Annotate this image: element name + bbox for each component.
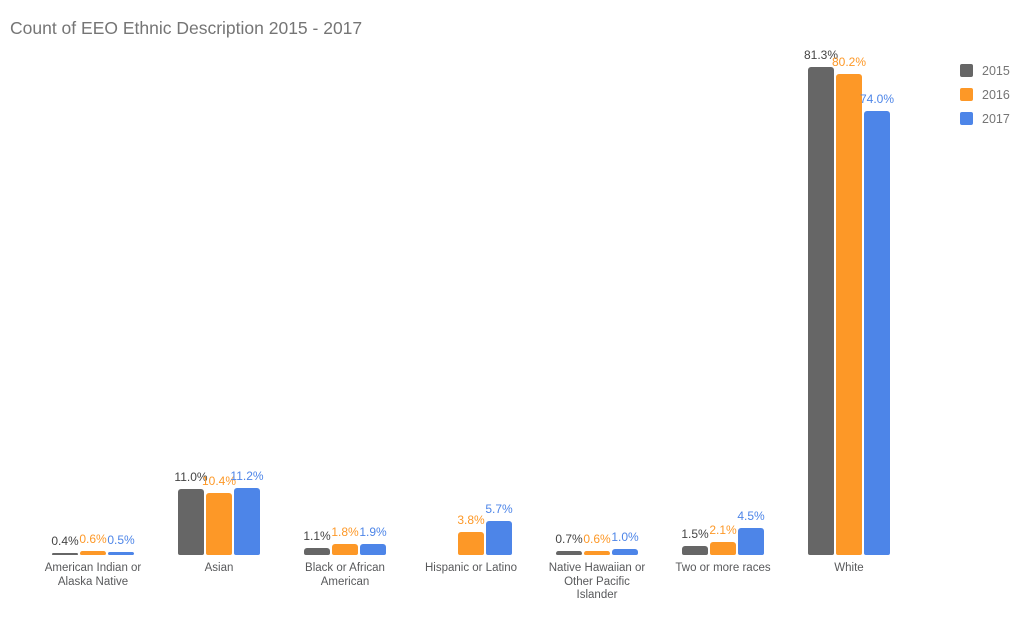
- legend-label: 2016: [982, 87, 1010, 102]
- value-label-2017: 1.0%: [611, 530, 639, 544]
- bar-2015[interactable]: [178, 489, 204, 555]
- plot-area: 0.4% 0.6% 0.5% American Indian or Alaska Na…: [30, 40, 912, 601]
- value-label-2017: 5.7%: [485, 501, 513, 516]
- bar-2015[interactable]: [52, 552, 78, 555]
- value-label-2015: 11.0%: [174, 470, 208, 484]
- value-label-2017: 0.5%: [107, 533, 135, 547]
- bar-2015[interactable]: [808, 67, 834, 555]
- value-label-2016: 10.4%: [201, 473, 237, 488]
- legend-swatch-icon: [960, 112, 973, 125]
- value-label-2017: 1.9%: [359, 524, 387, 539]
- legend-item-2015[interactable]: 2015: [960, 63, 1010, 78]
- legend-swatch-icon: [960, 64, 973, 77]
- bar-2017[interactable]: [738, 528, 764, 555]
- value-label-2015: 0.7%: [555, 531, 583, 546]
- value-label-2017: 11.2%: [230, 468, 264, 483]
- value-label-2016: 0.6%: [583, 532, 611, 547]
- bar-2015[interactable]: [682, 546, 708, 555]
- value-label-2016: 3.8%: [457, 513, 485, 528]
- value-label-2015: 81.3%: [803, 48, 839, 63]
- value-label-2016: 0.6%: [79, 532, 107, 547]
- bar-2017[interactable]: [360, 543, 386, 555]
- bar-2016[interactable]: [836, 73, 862, 555]
- value-label-2016: 1.8%: [331, 525, 359, 540]
- value-label-2017: 74.0%: [859, 92, 895, 106]
- value-label-2016: 80.2%: [831, 54, 867, 69]
- legend-item-2016[interactable]: 2016: [960, 87, 1010, 102]
- bar-2016[interactable]: [458, 532, 484, 555]
- bar-2016[interactable]: [710, 542, 736, 555]
- legend-item-2017[interactable]: 2017: [960, 111, 1010, 126]
- bar-2017[interactable]: [486, 520, 512, 555]
- chart-title: Count of EEO Ethnic Description 2015 - 2…: [10, 18, 363, 38]
- category-label: Hispanic or Latino: [424, 562, 518, 574]
- category-label: Two or more races: [675, 562, 771, 574]
- bar-2015[interactable]: [556, 550, 582, 555]
- bar-2016[interactable]: [332, 544, 358, 555]
- bar-2016[interactable]: [584, 551, 610, 555]
- legend-swatch-icon: [960, 88, 973, 101]
- bar-2016[interactable]: [206, 492, 232, 555]
- bar-2017[interactable]: [612, 549, 638, 555]
- value-label-2015: 1.1%: [303, 529, 331, 544]
- category-label: Asian: [204, 562, 234, 574]
- legend-label: 2017: [982, 111, 1010, 126]
- bar-2017[interactable]: [234, 487, 260, 555]
- category-label: Black or African American: [305, 562, 385, 588]
- legend: 2015 2016 2017: [960, 64, 1010, 136]
- category-label: American Indian or Alaska Native: [44, 562, 142, 588]
- bar-2015[interactable]: [304, 548, 330, 555]
- value-label-2015: 0.4%: [51, 533, 79, 548]
- category-label: Native Hawaiian or Other Pacific Islande…: [548, 562, 646, 601]
- value-label-2017: 4.5%: [737, 509, 765, 523]
- bar-2017[interactable]: [864, 111, 890, 555]
- bar-2017[interactable]: [108, 552, 134, 555]
- category-label: White: [834, 562, 864, 574]
- legend-label: 2015: [982, 63, 1010, 78]
- value-label-2016: 2.1%: [709, 523, 737, 538]
- bar-2016[interactable]: [80, 551, 106, 555]
- value-label-2015: 1.5%: [681, 527, 709, 541]
